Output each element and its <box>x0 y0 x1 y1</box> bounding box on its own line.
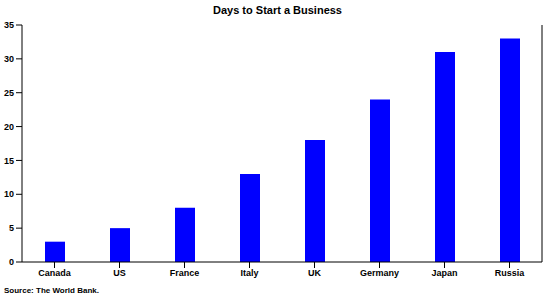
svg-text:10: 10 <box>8 189 14 199</box>
html-text:Days to Start a Business: Days to Start a Business <box>213 4 342 16</box>
svg-text:35: 35 <box>8 20 14 30</box>
svg-text:30: 30 <box>8 54 14 64</box>
svg-text:20: 20 <box>8 122 14 132</box>
html-text:Source: The World Bank.: Source: The World Bank. <box>4 286 99 295</box>
svg-text:Russia: Russia <box>495 268 526 278</box>
svg-text:Canada: Canada <box>38 268 72 278</box>
svg-text:UK: UK <box>308 268 321 278</box>
svg-text:Germany: Germany <box>360 268 399 278</box>
svg-text:25: 25 <box>8 88 14 98</box>
svg-text:15: 15 <box>8 156 14 166</box>
svg-text:0: 0 <box>9 257 14 267</box>
svg-text:US: US <box>113 268 126 278</box>
svg-text:Japan: Japan <box>431 268 457 278</box>
svg-text:Italy: Italy <box>240 268 258 278</box>
svg-text:France: France <box>170 268 200 278</box>
svg-text:5: 5 <box>9 223 14 233</box>
